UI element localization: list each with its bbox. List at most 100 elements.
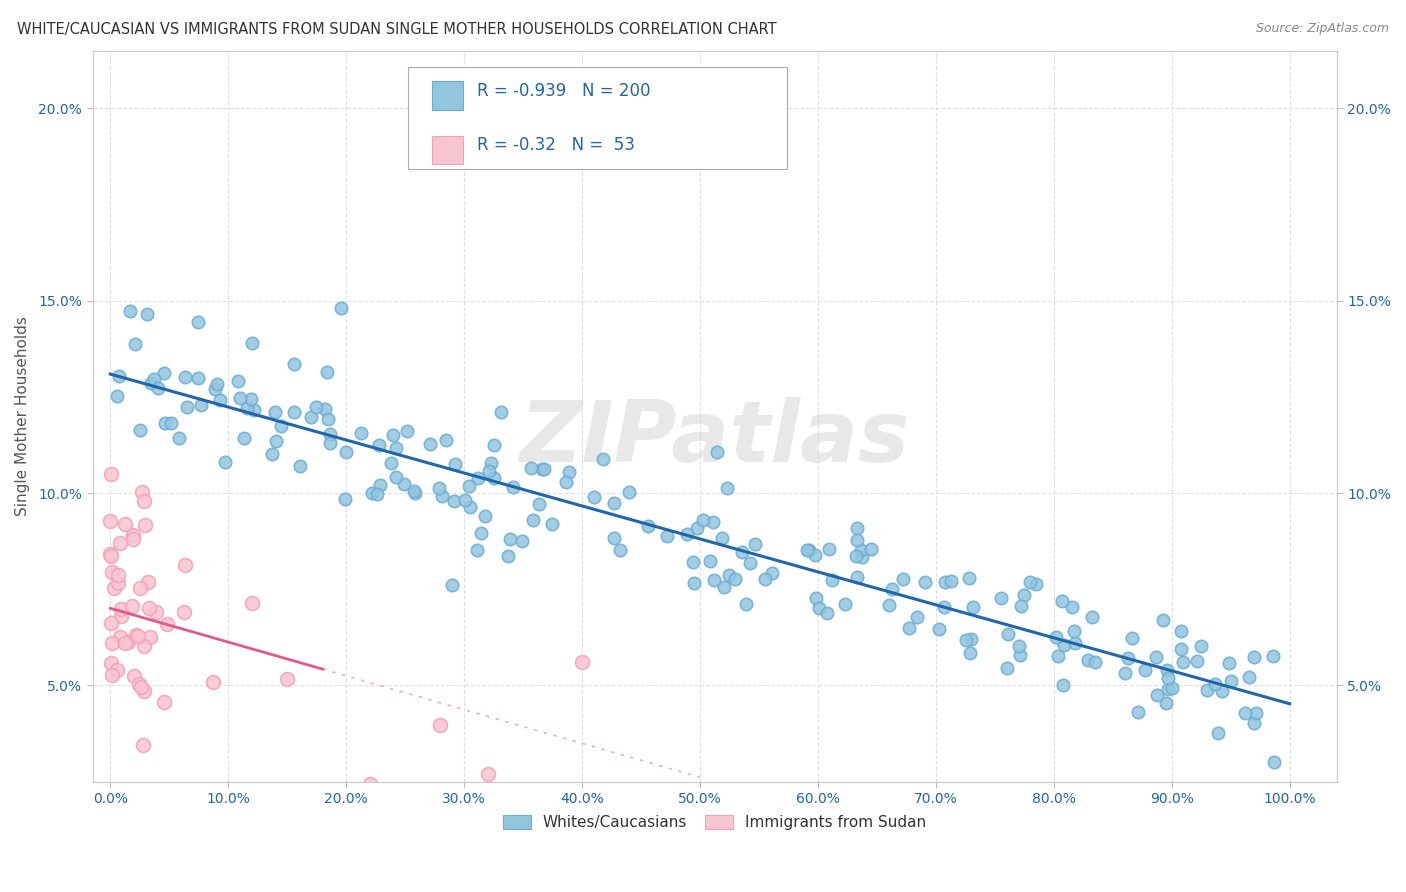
- Point: [849, 543, 872, 558]
- Point: [100, 547, 122, 561]
- Point: [735, 597, 758, 611]
- Point: [427, 481, 450, 495]
- Point: [1243, 650, 1265, 665]
- Point: [454, 493, 477, 508]
- Point: [1156, 664, 1178, 678]
- Point: [107, 568, 129, 582]
- Point: [1211, 684, 1233, 698]
- Point: [319, 436, 342, 450]
- Point: [276, 672, 298, 686]
- Point: [290, 458, 312, 473]
- Point: [637, 519, 659, 533]
- Point: [1126, 705, 1149, 719]
- Point: [815, 607, 838, 621]
- Point: [1218, 657, 1240, 671]
- Point: [821, 574, 844, 588]
- Point: [333, 491, 356, 506]
- Point: [941, 574, 963, 588]
- Point: [107, 575, 129, 590]
- Point: [527, 497, 550, 511]
- Point: [174, 369, 197, 384]
- Point: [381, 428, 404, 442]
- Point: [1187, 654, 1209, 668]
- Point: [477, 766, 499, 780]
- Point: [209, 392, 232, 407]
- Point: [105, 663, 128, 677]
- Point: [724, 573, 747, 587]
- Point: [1157, 672, 1180, 686]
- Point: [103, 581, 125, 595]
- Point: [136, 308, 159, 322]
- Point: [1052, 678, 1074, 692]
- Point: [110, 602, 132, 616]
- Point: [1146, 688, 1168, 702]
- Point: [754, 572, 776, 586]
- Point: [1081, 609, 1104, 624]
- Point: [405, 486, 427, 500]
- Point: [571, 656, 593, 670]
- Point: [676, 526, 699, 541]
- Point: [744, 537, 766, 551]
- Point: [1195, 683, 1218, 698]
- Point: [187, 315, 209, 329]
- Point: [533, 462, 555, 476]
- Point: [711, 531, 734, 545]
- Point: [891, 572, 914, 586]
- Point: [152, 366, 174, 380]
- Point: [262, 447, 284, 461]
- Point: [1220, 673, 1243, 688]
- Point: [229, 391, 252, 405]
- Point: [796, 543, 818, 558]
- Point: [609, 542, 631, 557]
- Point: [270, 418, 292, 433]
- Point: [443, 494, 465, 508]
- Point: [740, 557, 762, 571]
- Point: [502, 480, 524, 494]
- Point: [236, 401, 259, 416]
- Point: [314, 401, 336, 416]
- Point: [962, 599, 984, 614]
- Point: [499, 532, 522, 546]
- Point: [176, 400, 198, 414]
- Point: [702, 515, 724, 529]
- Point: [583, 490, 606, 504]
- Point: [713, 580, 735, 594]
- Point: [948, 794, 970, 808]
- Point: [955, 632, 977, 647]
- Point: [156, 794, 179, 808]
- Point: [1116, 651, 1139, 665]
- Point: [834, 597, 856, 611]
- Point: [132, 639, 155, 653]
- Point: [818, 541, 841, 556]
- Point: [138, 601, 160, 615]
- Point: [335, 445, 357, 459]
- Legend: Whites/Caucasians, Immigrants from Sudan: Whites/Caucasians, Immigrants from Sudan: [496, 809, 932, 836]
- Point: [233, 431, 256, 445]
- Point: [142, 372, 165, 386]
- Point: [1133, 663, 1156, 677]
- Point: [125, 628, 148, 642]
- Point: [934, 574, 956, 589]
- Point: [1189, 640, 1212, 654]
- Point: [443, 457, 465, 471]
- Point: [101, 636, 124, 650]
- Point: [1063, 624, 1085, 638]
- Point: [384, 470, 406, 484]
- Point: [1204, 677, 1226, 691]
- Point: [959, 647, 981, 661]
- Point: [1243, 716, 1265, 731]
- Point: [368, 477, 391, 491]
- Point: [1144, 650, 1167, 665]
- Point: [458, 478, 481, 492]
- Point: [366, 487, 388, 501]
- Point: [214, 455, 236, 469]
- Point: [122, 528, 145, 542]
- Point: [845, 549, 868, 564]
- Point: [190, 398, 212, 412]
- Point: [1077, 652, 1099, 666]
- Point: [226, 374, 249, 388]
- Point: [703, 573, 725, 587]
- Point: [131, 484, 153, 499]
- Point: [114, 516, 136, 531]
- Point: [316, 411, 339, 425]
